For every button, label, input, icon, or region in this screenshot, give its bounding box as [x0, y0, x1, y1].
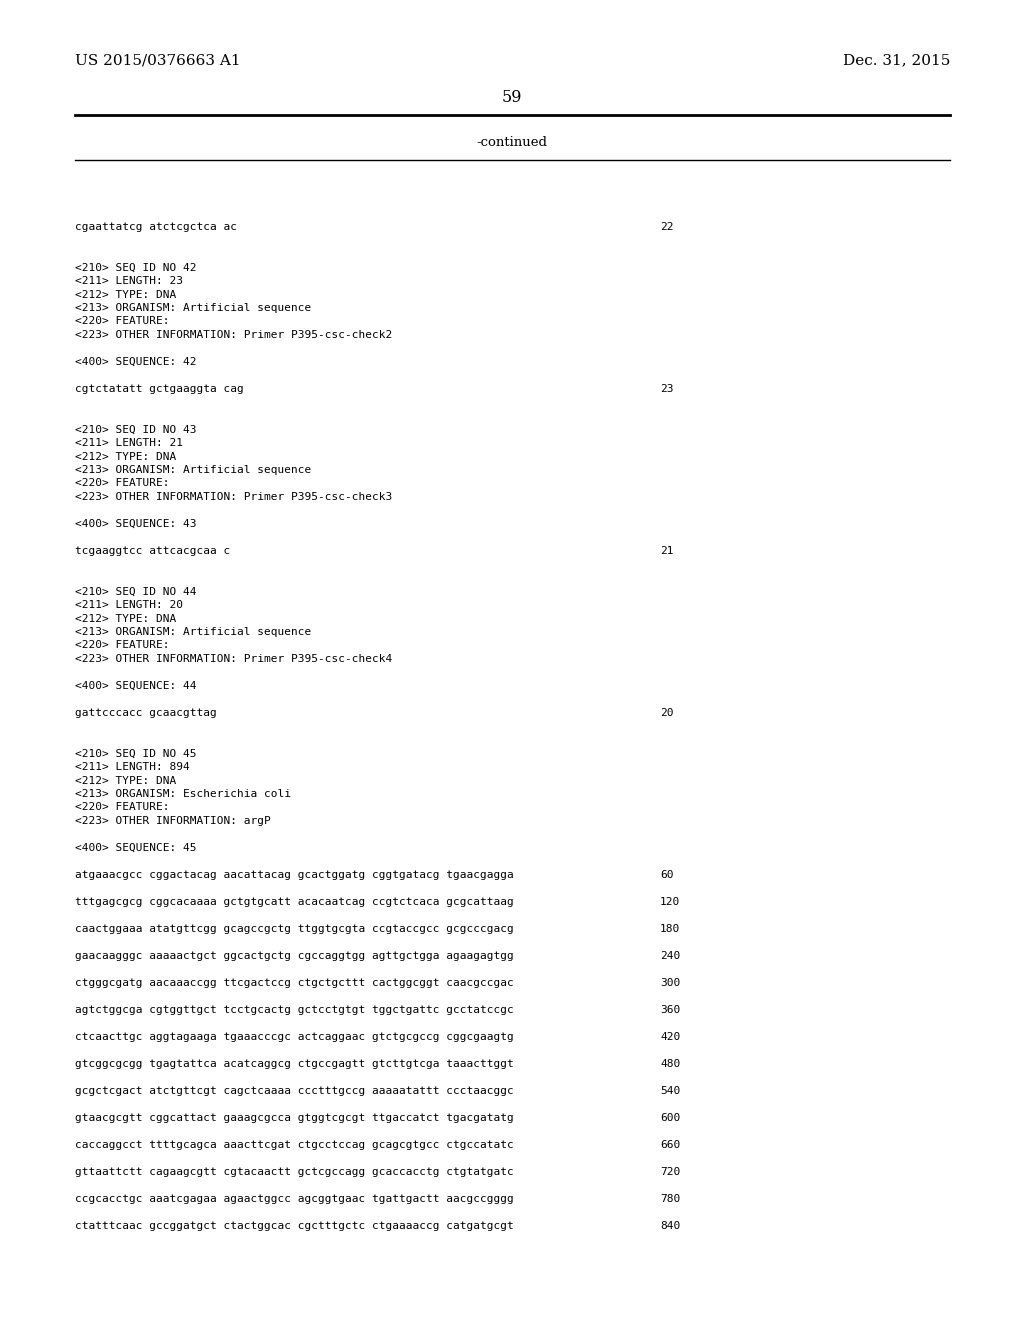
Text: 23: 23 — [660, 384, 674, 393]
Text: <220> FEATURE:: <220> FEATURE: — [75, 803, 170, 813]
Text: <400> SEQUENCE: 43: <400> SEQUENCE: 43 — [75, 519, 197, 529]
Text: <223> OTHER INFORMATION: Primer P395-csc-check3: <223> OTHER INFORMATION: Primer P395-csc… — [75, 492, 392, 502]
Text: agtctggcga cgtggttgct tcctgcactg gctcctgtgt tggctgattc gcctatccgc: agtctggcga cgtggttgct tcctgcactg gctcctg… — [75, 1005, 514, 1015]
Text: <223> OTHER INFORMATION: argP: <223> OTHER INFORMATION: argP — [75, 816, 270, 826]
Text: atgaaacgcc cggactacag aacattacag gcactggatg cggtgatacg tgaacgagga: atgaaacgcc cggactacag aacattacag gcactgg… — [75, 870, 514, 880]
Text: <210> SEQ ID NO 45: <210> SEQ ID NO 45 — [75, 748, 197, 759]
Text: <211> LENGTH: 20: <211> LENGTH: 20 — [75, 601, 183, 610]
Text: cgaattatcg atctcgctca ac: cgaattatcg atctcgctca ac — [75, 222, 237, 232]
Text: <400> SEQUENCE: 42: <400> SEQUENCE: 42 — [75, 356, 197, 367]
Text: 20: 20 — [660, 708, 674, 718]
Text: <211> LENGTH: 21: <211> LENGTH: 21 — [75, 438, 183, 447]
Text: gtaacgcgtt cggcattact gaaagcgcca gtggtcgcgt ttgaccatct tgacgatatg: gtaacgcgtt cggcattact gaaagcgcca gtggtcg… — [75, 1113, 514, 1123]
Text: 360: 360 — [660, 1005, 680, 1015]
Text: <213> ORGANISM: Artificial sequence: <213> ORGANISM: Artificial sequence — [75, 627, 311, 638]
Text: 720: 720 — [660, 1167, 680, 1177]
Text: gattcccacc gcaacgttag: gattcccacc gcaacgttag — [75, 708, 217, 718]
Text: 180: 180 — [660, 924, 680, 935]
Text: 22: 22 — [660, 222, 674, 232]
Text: caactggaaa atatgttcgg gcagccgctg ttggtgcgta ccgtaccgcc gcgcccgacg: caactggaaa atatgttcgg gcagccgctg ttggtgc… — [75, 924, 514, 935]
Text: ctcaacttgc aggtagaaga tgaaacccgc actcaggaac gtctgcgccg cggcgaagtg: ctcaacttgc aggtagaaga tgaaacccgc actcagg… — [75, 1032, 514, 1041]
Text: tcgaaggtcc attcacgcaa c: tcgaaggtcc attcacgcaa c — [75, 546, 230, 556]
Text: <223> OTHER INFORMATION: Primer P395-csc-check4: <223> OTHER INFORMATION: Primer P395-csc… — [75, 653, 392, 664]
Text: 240: 240 — [660, 950, 680, 961]
Text: 60: 60 — [660, 870, 674, 880]
Text: 840: 840 — [660, 1221, 680, 1232]
Text: <213> ORGANISM: Artificial sequence: <213> ORGANISM: Artificial sequence — [75, 465, 311, 475]
Text: <213> ORGANISM: Artificial sequence: <213> ORGANISM: Artificial sequence — [75, 304, 311, 313]
Text: tttgagcgcg cggcacaaaa gctgtgcatt acacaatcag ccgtctcaca gcgcattaag: tttgagcgcg cggcacaaaa gctgtgcatt acacaat… — [75, 898, 514, 907]
Text: <210> SEQ ID NO 43: <210> SEQ ID NO 43 — [75, 425, 197, 434]
Text: -continued: -continued — [476, 136, 548, 149]
Text: gcgctcgact atctgttcgt cagctcaaaa ccctttgccg aaaaatattt ccctaacggc: gcgctcgact atctgttcgt cagctcaaaa ccctttg… — [75, 1086, 514, 1096]
Text: 59: 59 — [502, 88, 522, 106]
Text: cgtctatatt gctgaaggta cag: cgtctatatt gctgaaggta cag — [75, 384, 244, 393]
Text: 780: 780 — [660, 1195, 680, 1204]
Text: gttaattctt cagaagcgtt cgtacaactt gctcgccagg gcaccacctg ctgtatgatc: gttaattctt cagaagcgtt cgtacaactt gctcgcc… — [75, 1167, 514, 1177]
Text: 420: 420 — [660, 1032, 680, 1041]
Text: <211> LENGTH: 894: <211> LENGTH: 894 — [75, 762, 189, 772]
Text: <212> TYPE: DNA: <212> TYPE: DNA — [75, 451, 176, 462]
Text: Dec. 31, 2015: Dec. 31, 2015 — [843, 53, 950, 67]
Text: <223> OTHER INFORMATION: Primer P395-csc-check2: <223> OTHER INFORMATION: Primer P395-csc… — [75, 330, 392, 341]
Text: <220> FEATURE:: <220> FEATURE: — [75, 317, 170, 326]
Text: <212> TYPE: DNA: <212> TYPE: DNA — [75, 614, 176, 623]
Text: gtcggcgcgg tgagtattca acatcaggcg ctgccgagtt gtcttgtcga taaacttggt: gtcggcgcgg tgagtattca acatcaggcg ctgccga… — [75, 1059, 514, 1069]
Text: US 2015/0376663 A1: US 2015/0376663 A1 — [75, 53, 241, 67]
Text: <400> SEQUENCE: 45: <400> SEQUENCE: 45 — [75, 843, 197, 853]
Text: 120: 120 — [660, 898, 680, 907]
Text: ctgggcgatg aacaaaccgg ttcgactccg ctgctgcttt cactggcggt caacgccgac: ctgggcgatg aacaaaccgg ttcgactccg ctgctgc… — [75, 978, 514, 987]
Text: <212> TYPE: DNA: <212> TYPE: DNA — [75, 289, 176, 300]
Text: 21: 21 — [660, 546, 674, 556]
Text: <400> SEQUENCE: 44: <400> SEQUENCE: 44 — [75, 681, 197, 690]
Text: <220> FEATURE:: <220> FEATURE: — [75, 640, 170, 651]
Text: <220> FEATURE:: <220> FEATURE: — [75, 479, 170, 488]
Text: 480: 480 — [660, 1059, 680, 1069]
Text: <210> SEQ ID NO 42: <210> SEQ ID NO 42 — [75, 263, 197, 272]
Text: <210> SEQ ID NO 44: <210> SEQ ID NO 44 — [75, 586, 197, 597]
Text: 600: 600 — [660, 1113, 680, 1123]
Text: ccgcacctgc aaatcgagaa agaactggcc agcggtgaac tgattgactt aacgccgggg: ccgcacctgc aaatcgagaa agaactggcc agcggtg… — [75, 1195, 514, 1204]
Text: gaacaagggc aaaaactgct ggcactgctg cgccaggtgg agttgctgga agaagagtgg: gaacaagggc aaaaactgct ggcactgctg cgccagg… — [75, 950, 514, 961]
Text: <212> TYPE: DNA: <212> TYPE: DNA — [75, 776, 176, 785]
Text: ctatttcaac gccggatgct ctactggcac cgctttgctc ctgaaaaccg catgatgcgt: ctatttcaac gccggatgct ctactggcac cgctttg… — [75, 1221, 514, 1232]
Text: 540: 540 — [660, 1086, 680, 1096]
Text: caccaggcct ttttgcagca aaacttcgat ctgcctccag gcagcgtgcc ctgccatatc: caccaggcct ttttgcagca aaacttcgat ctgcctc… — [75, 1140, 514, 1150]
Text: 660: 660 — [660, 1140, 680, 1150]
Text: <213> ORGANISM: Escherichia coli: <213> ORGANISM: Escherichia coli — [75, 789, 291, 799]
Text: <211> LENGTH: 23: <211> LENGTH: 23 — [75, 276, 183, 286]
Text: 300: 300 — [660, 978, 680, 987]
